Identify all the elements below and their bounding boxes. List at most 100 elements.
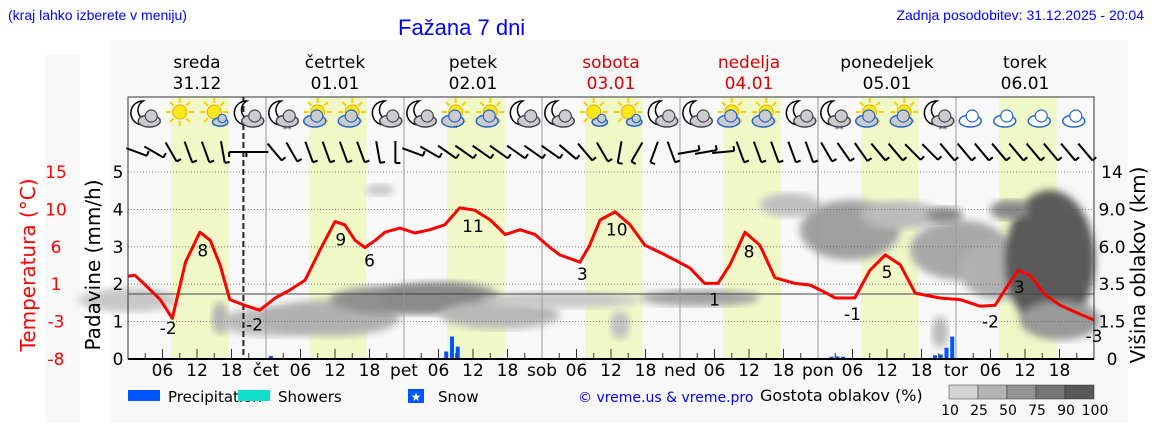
temperature-label: 9 <box>335 231 346 251</box>
day-date: 05.01 <box>863 74 912 94</box>
wind-feather <box>558 153 564 159</box>
sun-ray <box>755 101 761 107</box>
hour-tick-label: 06 <box>290 361 312 381</box>
cloud-puff <box>248 109 262 123</box>
temp-tick-label: -8 <box>48 350 65 370</box>
wind-shaft <box>787 141 797 163</box>
wind-feather <box>743 159 750 164</box>
wind-barb-icon <box>804 141 819 164</box>
wind-feather <box>209 159 215 164</box>
temperature-label: 5 <box>882 263 893 283</box>
sun-ray <box>357 101 363 107</box>
cloud-blob <box>932 316 948 348</box>
temp-tick-label: 6 <box>51 238 62 258</box>
copyright-link[interactable]: © vreme.us & vreme.pro <box>578 390 753 406</box>
cloud-puff <box>1000 109 1014 123</box>
wind-barb-icon <box>616 140 623 165</box>
cloud-puff <box>524 109 538 123</box>
legend-label: Snow <box>438 388 478 406</box>
wind-feather <box>329 159 336 164</box>
wind-barb-icon <box>356 141 370 164</box>
day-name: nedelja <box>718 53 780 73</box>
sun-cloud-rain-icon: " <box>441 98 470 135</box>
day-date: 31.12 <box>173 74 222 94</box>
day-date: 04.01 <box>725 74 774 94</box>
wind-feather <box>1057 156 1063 162</box>
precip-bar <box>450 336 454 359</box>
wind-feather <box>489 153 495 159</box>
wind-shaft <box>974 142 990 162</box>
wind-feather <box>812 159 819 164</box>
cloud-icon <box>1062 109 1086 128</box>
sun-cloud-icon <box>475 98 505 128</box>
day-name: torek <box>1003 53 1047 73</box>
location-hint[interactable]: (kraj lahko izberete v meniju) <box>8 7 187 23</box>
legend-label: Showers <box>278 388 342 406</box>
cloud-puff <box>558 109 572 123</box>
day-short-label: pon <box>802 361 834 381</box>
day-name: petek <box>449 53 497 73</box>
precip-bar <box>455 346 460 359</box>
cloud-puff <box>896 109 910 123</box>
cloud-puff <box>420 109 434 123</box>
hour-tick-label: 18 <box>497 361 519 381</box>
wind-shaft <box>596 141 609 163</box>
sun-ray <box>341 101 347 107</box>
hour-tick-label: 12 <box>876 361 898 381</box>
cloud-blob <box>990 200 1030 220</box>
cloud-density-swatch <box>1035 384 1066 400</box>
hour-tick-label: 18 <box>911 361 933 381</box>
sun-icon <box>165 98 194 126</box>
wind-barb-icon <box>321 141 336 164</box>
wind-barb-icon <box>577 142 597 162</box>
cloud-height-tick-label: 1.5 <box>1098 313 1125 333</box>
cloud-blob <box>927 207 963 223</box>
wind-shaft <box>200 141 211 163</box>
precip-bar <box>950 336 955 359</box>
wind-feather <box>674 159 681 164</box>
cloud-puff <box>758 109 772 123</box>
wind-shaft <box>1043 142 1059 162</box>
sun-ray <box>721 101 727 107</box>
day-short-label: sob <box>527 361 557 381</box>
cloud-puff <box>862 109 876 123</box>
wind-shaft <box>489 144 509 160</box>
sun-ray <box>461 101 467 107</box>
wind-shaft <box>321 141 332 163</box>
wind-shaft <box>887 142 904 162</box>
wind-shaft <box>401 147 424 157</box>
wind-barb-icon <box>712 145 736 154</box>
precip-tick-label: 3 <box>113 238 124 258</box>
hour-tick-label: 06 <box>152 361 174 381</box>
cloud-blob <box>760 193 820 217</box>
wind-barb-icon <box>489 144 512 160</box>
wind-barb-icon <box>974 142 994 162</box>
sun-ray <box>617 101 623 107</box>
wind-barb-icon <box>630 141 644 165</box>
wind-barb-icon <box>506 144 529 160</box>
hour-tick-label: 18 <box>1049 361 1071 381</box>
wind-shaft <box>939 142 956 162</box>
moon-cloud-icon <box>785 100 817 128</box>
wind-shaft <box>541 144 561 160</box>
wind-barb-icon <box>285 141 303 163</box>
wind-shaft <box>356 141 366 163</box>
wind-shaft <box>956 142 973 162</box>
wind-shaft <box>904 143 922 161</box>
moon-cloud-icon <box>233 100 265 128</box>
wind-shaft <box>630 141 644 163</box>
wind-shaft <box>677 149 700 155</box>
precip-bar <box>841 356 845 359</box>
temperature-label: -3 <box>1086 327 1103 347</box>
wind-feather <box>541 153 547 159</box>
hour-tick-label: 06 <box>704 361 726 381</box>
sun-ray <box>875 101 881 107</box>
wind-feather <box>591 156 597 162</box>
temperature-label: 11 <box>462 217 484 237</box>
hour-tick-label: 12 <box>600 361 622 381</box>
hour-tick-label: 06 <box>842 361 864 381</box>
snow-star-icon: ★ <box>411 390 422 404</box>
cloud-height-tick-label: 6.0 <box>1098 238 1125 258</box>
daylight-band <box>723 97 781 359</box>
sun-small-cloud-icon <box>614 98 643 127</box>
